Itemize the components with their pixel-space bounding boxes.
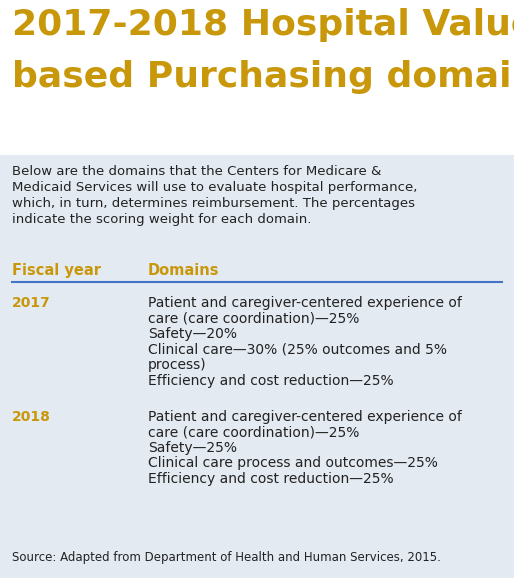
Text: process): process)	[148, 358, 207, 372]
Text: Efficiency and cost reduction—25%: Efficiency and cost reduction—25%	[148, 373, 394, 387]
Text: Below are the domains that the Centers for Medicare &: Below are the domains that the Centers f…	[12, 165, 381, 178]
Text: Patient and caregiver-centered experience of: Patient and caregiver-centered experienc…	[148, 410, 462, 424]
Text: care (care coordination)—25%: care (care coordination)—25%	[148, 312, 359, 325]
Text: Patient and caregiver-centered experience of: Patient and caregiver-centered experienc…	[148, 296, 462, 310]
Text: based Purchasing domains: based Purchasing domains	[12, 60, 514, 94]
Bar	[0, 155, 514, 578]
Bar	[0, 0, 514, 155]
Text: 2017-2018 Hospital Value-: 2017-2018 Hospital Value-	[12, 8, 514, 42]
Text: Safety—25%: Safety—25%	[148, 441, 237, 455]
Text: Clinical care process and outcomes—25%: Clinical care process and outcomes—25%	[148, 457, 438, 470]
Text: indicate the scoring weight for each domain.: indicate the scoring weight for each dom…	[12, 213, 311, 226]
Text: Domains: Domains	[148, 263, 219, 278]
Text: Medicaid Services will use to evaluate hospital performance,: Medicaid Services will use to evaluate h…	[12, 181, 417, 194]
Text: care (care coordination)—25%: care (care coordination)—25%	[148, 425, 359, 439]
Text: Clinical care—30% (25% outcomes and 5%: Clinical care—30% (25% outcomes and 5%	[148, 343, 447, 357]
Text: which, in turn, determines reimbursement. The percentages: which, in turn, determines reimbursement…	[12, 197, 415, 210]
Text: Fiscal year: Fiscal year	[12, 263, 101, 278]
Text: Source: Adapted from Department of Health and Human Services, 2015.: Source: Adapted from Department of Healt…	[12, 551, 441, 564]
Text: Safety—20%: Safety—20%	[148, 327, 237, 341]
Text: 2018: 2018	[12, 410, 51, 424]
Text: Efficiency and cost reduction—25%: Efficiency and cost reduction—25%	[148, 472, 394, 486]
Text: 2017: 2017	[12, 296, 51, 310]
